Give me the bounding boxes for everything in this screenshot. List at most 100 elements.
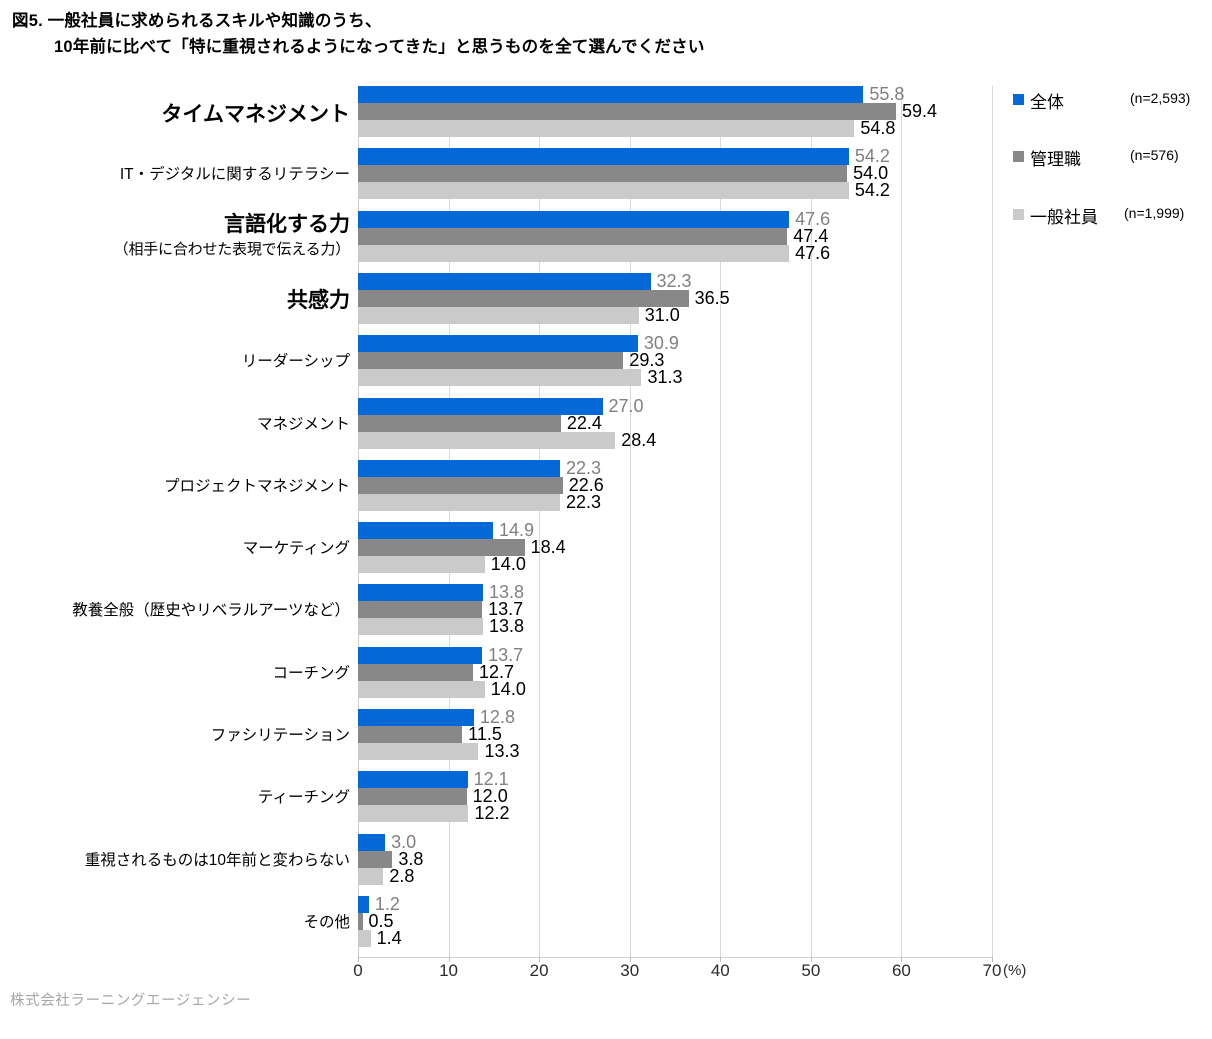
- tick-mark-70: [992, 957, 993, 962]
- bar-row: 28.4: [358, 430, 992, 450]
- category-label-main: ティーチング: [257, 789, 350, 807]
- bar-group: マーケティング 14.9 18.4 14.0: [0, 520, 1212, 584]
- bar-value-label: 12.1: [473, 769, 509, 790]
- bar-value-label: 13.8: [488, 582, 525, 603]
- tick-mark-60: [901, 957, 903, 962]
- bar-value-label: 2.8: [389, 865, 415, 886]
- bar-row: 13.8: [358, 616, 992, 637]
- bar-2: [358, 244, 790, 262]
- bar-0: [358, 709, 474, 726]
- gridline-20: [539, 86, 541, 958]
- tick-mark-10: [448, 957, 450, 962]
- bar-1: [358, 663, 474, 681]
- tick-mark-30: [629, 957, 631, 962]
- bar-value-label: 55.8: [869, 84, 905, 104]
- bar-row: 22.4: [358, 412, 992, 433]
- bar-value-label: 12.0: [472, 786, 508, 807]
- category-label: ファシリテーション: [0, 723, 350, 745]
- bar-value-label: 36.5: [694, 287, 730, 308]
- bar-0: [358, 584, 483, 602]
- footer-credit: 株式会社ラーニングエージェンシー: [10, 993, 252, 1009]
- bar-value-label: 31.3: [647, 367, 683, 388]
- x-tick-label: 30: [620, 961, 640, 980]
- tick-mark-40: [720, 957, 722, 962]
- bar-value-label: 12.8: [479, 707, 515, 727]
- category-label-main: プロジェクトマネジメント: [163, 477, 350, 495]
- bar-value-label: 11.5: [468, 724, 502, 744]
- bar-group: 重視されるものは10年前と変わらない 3.0 3.8 2.8: [0, 831, 1212, 896]
- category-label: 教養全般（歴史やリベラルアーツなど）: [0, 598, 350, 620]
- category-label-main: ファシリテーション: [210, 727, 350, 744]
- bar-1: [358, 414, 561, 432]
- bar-row: 32.3: [358, 270, 992, 291]
- bar-group: その他 1.2 0.5 1.4: [0, 894, 1212, 958]
- bar-row: 11.5: [358, 724, 992, 744]
- bar-1: [358, 476, 563, 494]
- bar-value-label: 54.8: [860, 118, 896, 138]
- category-label: 重視されるものは10年前と変わらない: [0, 848, 350, 870]
- bar-value-label: 22.3: [565, 457, 602, 478]
- bar-row: 12.0: [358, 786, 992, 807]
- bar-value-label: 14.9: [498, 520, 534, 541]
- bar-value-label: 47.4: [793, 225, 829, 246]
- category-label: IT・デジタルに関するリテラシー: [0, 162, 350, 184]
- bar-value-label: 13.7: [488, 599, 524, 620]
- bar-row: 54.2: [358, 146, 992, 166]
- bar-value-label: 14.0: [490, 554, 526, 575]
- bar-row: 13.7: [358, 645, 992, 665]
- gridline-0: [358, 86, 359, 958]
- bar-row: 18.4: [358, 537, 992, 557]
- bar-1: [358, 289, 689, 307]
- category-label-main: マーケティング: [242, 540, 350, 558]
- bar-value-label: 12.2: [474, 803, 510, 824]
- category-label-main: 共感力: [287, 289, 350, 313]
- category-label-main: タイムマネジメント: [161, 102, 350, 126]
- bar-2: [358, 929, 371, 947]
- bar-row: 3.0: [358, 831, 992, 852]
- category-label-main: 教養全般（歴史やリベラルアーツなど）: [72, 602, 350, 620]
- bar-0: [358, 895, 369, 913]
- bar-2: [358, 618, 483, 636]
- bar-value-label: 22.4: [566, 412, 602, 433]
- page-title-line1: 図5. 一般社員に求められるスキルや知識のうち、: [12, 12, 382, 30]
- bar-value-label: 12.7: [479, 661, 515, 682]
- bar-1: [358, 726, 463, 743]
- bar-value-label: 22.3: [565, 491, 602, 512]
- bar-row: 22.6: [358, 474, 992, 495]
- legend-label: 一般社員: [1030, 208, 1098, 227]
- bar-value-label: 59.4: [901, 101, 938, 121]
- bar-value-label: 22.6: [568, 474, 604, 495]
- bar-2: [358, 680, 485, 698]
- page-title-line2: 10年前に比べて「特に重視されるようになってきた」と思うものを全て選んでください: [54, 38, 705, 56]
- category-label-main: IT・デジタルに関するリテラシー: [119, 166, 350, 184]
- bar-0: [358, 335, 638, 353]
- x-axis-baseline: [358, 957, 993, 958]
- bar-value-label: 3.8: [398, 848, 424, 869]
- bar-value-label: 30.9: [643, 333, 679, 354]
- bar-1: [358, 227, 788, 245]
- bar-1: [358, 912, 363, 930]
- bar-value-label: 31.0: [644, 304, 680, 325]
- category-label: タイムマネジメント: [0, 98, 350, 128]
- bar-row: 54.0: [358, 163, 992, 183]
- x-tick-label: 50: [801, 961, 821, 980]
- bar-0: [358, 397, 603, 415]
- bar-2: [358, 867, 384, 885]
- bar-2: [358, 306, 639, 324]
- bar-group: マネジメント 27.0 22.4 28.4: [0, 396, 1212, 460]
- bar-row: 0.5: [358, 911, 992, 931]
- legend-swatch-icon: [1013, 94, 1024, 105]
- axis-unit-label: (%): [1003, 962, 1027, 979]
- bar-value-label: 13.8: [488, 616, 525, 637]
- category-label-main: リーダーシップ: [241, 353, 350, 371]
- x-tick-label: 10: [439, 961, 459, 980]
- bar-0: [358, 646, 483, 664]
- category-label-main: コーチング: [272, 664, 350, 682]
- category-label: ティーチング: [0, 785, 350, 807]
- bar-value-label: 32.3: [656, 270, 692, 291]
- bar-0: [358, 459, 560, 477]
- bar-row: 22.3: [358, 457, 992, 478]
- bar-value-label: 3.0: [391, 831, 417, 852]
- bar-group: プロジェクトマネジメント 22.3 22.6 22.3: [0, 457, 1212, 522]
- category-label: 共感力: [0, 284, 350, 314]
